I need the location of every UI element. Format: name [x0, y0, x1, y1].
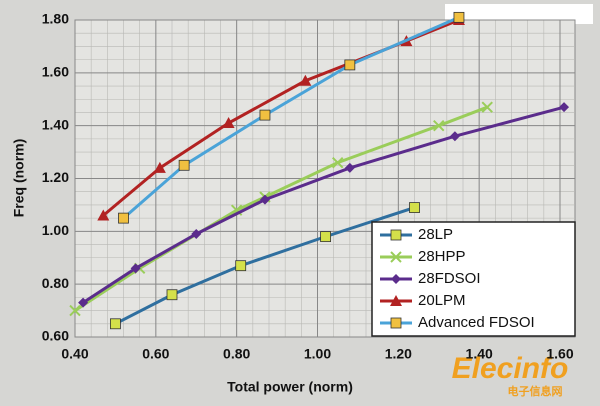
marker [110, 318, 121, 330]
marker [390, 295, 402, 306]
watermark-sub: 电子信息网 [508, 384, 563, 398]
marker [344, 59, 356, 71]
x-axis-title: Total power (norm) [227, 379, 353, 395]
marker [481, 101, 493, 113]
marker [433, 119, 445, 132]
x-tick-label: 1.00 [304, 346, 331, 362]
marker [390, 229, 402, 241]
marker [390, 251, 402, 263]
legend-label: 20LPM [418, 292, 466, 309]
blank-box [445, 4, 593, 24]
marker [453, 11, 465, 23]
legend-label: 28FDSOI [418, 270, 481, 287]
legend-label: 28LP [418, 226, 453, 243]
marker [166, 289, 178, 301]
x-tick-label: 0.80 [223, 346, 250, 362]
marker [191, 228, 202, 239]
marker [259, 194, 270, 205]
y-axis-title: Freq (norm) [11, 139, 27, 218]
marker [409, 202, 420, 213]
marker [69, 304, 81, 317]
marker [559, 102, 570, 113]
x-tick-label: 0.60 [142, 346, 169, 362]
marker [118, 212, 129, 224]
marker [153, 161, 166, 173]
marker [332, 156, 344, 169]
y-tick-label: 1.20 [42, 169, 69, 185]
x-tick-label: 1.40 [466, 346, 493, 362]
y-tick-label: 1.80 [42, 11, 69, 27]
watermark: Elecinfo [452, 352, 569, 385]
marker [299, 74, 312, 86]
y-tick-label: 1.40 [42, 116, 69, 132]
marker [259, 109, 271, 121]
y-tick-label: 1.60 [42, 64, 69, 80]
y-tick-label: 0.60 [42, 328, 69, 344]
marker [344, 162, 355, 173]
marker [320, 231, 331, 243]
marker [222, 117, 235, 129]
x-tick-label: 1.60 [546, 346, 573, 362]
legend-label: Advanced FDSOI [418, 314, 535, 331]
marker [449, 131, 460, 142]
marker [390, 317, 402, 329]
marker [130, 263, 141, 274]
marker [97, 209, 110, 221]
x-tick-label: 1.20 [385, 346, 412, 362]
marker [235, 260, 247, 272]
marker [391, 274, 401, 284]
marker [178, 159, 190, 171]
x-tick-label: 0.40 [61, 346, 88, 362]
marker [78, 297, 89, 308]
legend-label: 28HPP [418, 248, 466, 265]
y-tick-label: 0.80 [42, 275, 69, 291]
y-tick-label: 1.00 [42, 222, 69, 238]
